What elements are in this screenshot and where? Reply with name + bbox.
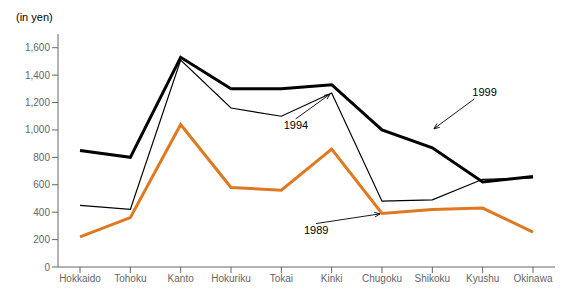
svg-text:Tohoku: Tohoku <box>114 273 146 284</box>
svg-text:1,000: 1,000 <box>25 124 50 135</box>
svg-text:1999: 1999 <box>472 86 496 98</box>
svg-text:800: 800 <box>33 152 50 163</box>
svg-text:1,600: 1,600 <box>25 42 50 53</box>
svg-text:Okinawa: Okinawa <box>514 273 553 284</box>
svg-text:Kyushu: Kyushu <box>466 273 499 284</box>
svg-text:600: 600 <box>33 179 50 190</box>
svg-text:Hokuriku: Hokuriku <box>211 273 250 284</box>
svg-text:Kinki: Kinki <box>321 273 343 284</box>
html-text:(in yen): (in yen) <box>16 11 53 23</box>
svg-text:Shikoku: Shikoku <box>415 273 451 284</box>
svg-text:200: 200 <box>33 234 50 245</box>
svg-text:1989: 1989 <box>304 224 328 236</box>
svg-text:Hokkaido: Hokkaido <box>59 273 101 284</box>
svg-text:1,200: 1,200 <box>25 97 50 108</box>
svg-text:0: 0 <box>44 262 50 273</box>
svg-text:Tokai: Tokai <box>270 273 293 284</box>
svg-text:1994: 1994 <box>284 119 308 131</box>
svg-text:Kanto: Kanto <box>168 273 195 284</box>
svg-text:1,400: 1,400 <box>25 70 50 81</box>
svg-text:400: 400 <box>33 207 50 218</box>
svg-text:Chugoku: Chugoku <box>362 273 402 284</box>
